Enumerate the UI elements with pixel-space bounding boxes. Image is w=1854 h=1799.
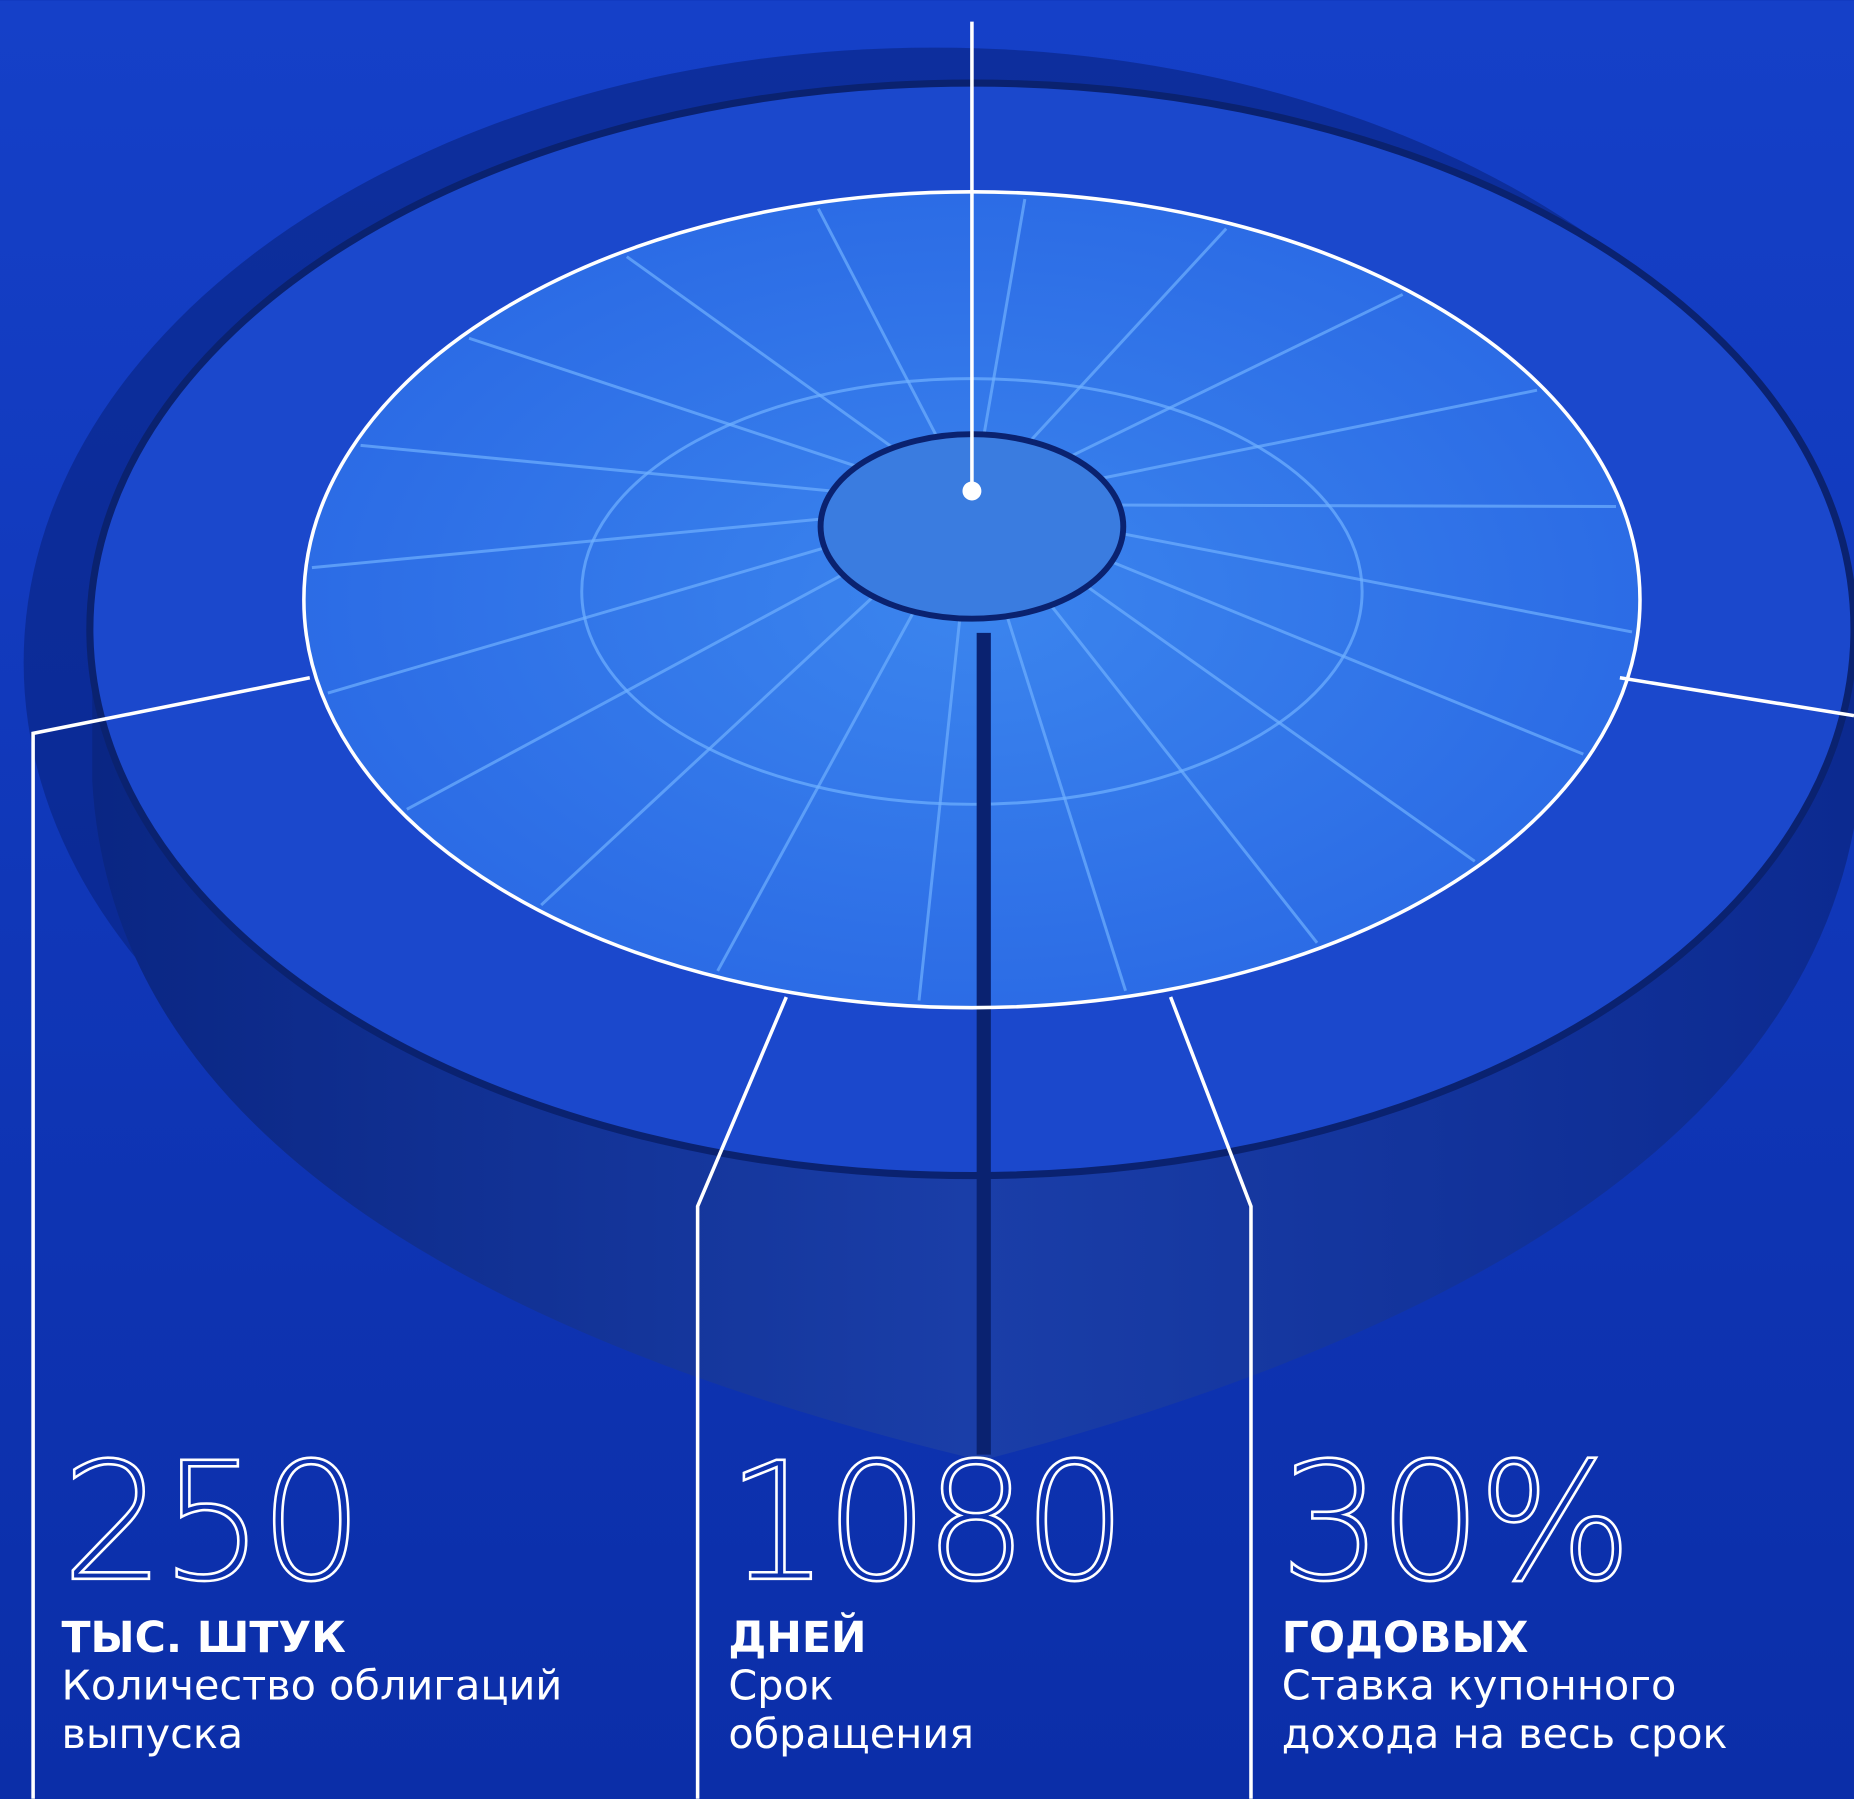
stat-value: 1080	[726, 1429, 1122, 1618]
spoke	[625, 255, 894, 449]
spoke	[1100, 388, 1538, 480]
spoke	[1086, 585, 1476, 863]
stat: 1080 ДНЕЙ Срок обращения	[725, 1427, 1129, 1758]
spoke	[1049, 604, 1319, 944]
spoke	[360, 443, 833, 493]
stat-unit: ТЫС. ШТУК	[61, 1613, 346, 1663]
stat-value: 30%	[1279, 1429, 1627, 1618]
stat: 250 ТЫС. ШТУК Количество облигаций выпус…	[60, 1427, 562, 1758]
spoke	[982, 198, 1027, 435]
spoke	[327, 546, 826, 695]
spoke	[1111, 560, 1584, 756]
spoke	[406, 573, 844, 811]
spoke	[1069, 293, 1404, 458]
spoke	[1028, 227, 1228, 443]
stat-description: дохода на весь срок	[1282, 1710, 1728, 1758]
tank	[23, 47, 1854, 1461]
spoke	[468, 336, 858, 468]
stat-description: выпуска	[61, 1710, 243, 1758]
stat: 30% ГОДОВЫХ Ставка купонного дохода на в…	[1278, 1427, 1728, 1758]
spoke	[917, 618, 962, 1001]
spoke	[311, 517, 822, 570]
stat-description: Количество облигаций	[61, 1661, 562, 1709]
spoke	[1122, 532, 1633, 634]
stat-description: Ставка купонного	[1282, 1661, 1677, 1709]
stat-description: Срок	[728, 1661, 833, 1709]
stat-value: 250	[61, 1429, 358, 1618]
spoke	[1005, 615, 1127, 992]
spoke	[816, 208, 939, 438]
spoke	[540, 595, 875, 907]
callout-lines	[31, 21, 1854, 1799]
spoke	[1119, 503, 1617, 508]
stat-unit: ГОДОВЫХ	[1282, 1613, 1529, 1663]
stat-unit: ДНЕЙ	[728, 1612, 866, 1663]
spoke	[716, 610, 916, 972]
stat-description: обращения	[728, 1710, 974, 1758]
